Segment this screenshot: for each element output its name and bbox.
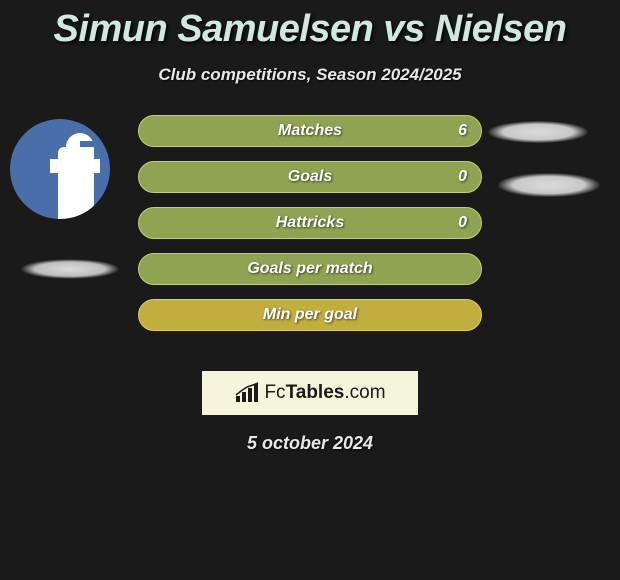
main-layout: Matches 6 Goals 0 Hattricks 0 Goals per match M… [0, 115, 620, 365]
stat-row: Matches 6 [138, 115, 482, 147]
stat-row: Goals 0 [138, 161, 482, 193]
logo-text: FcTables.com [264, 382, 385, 404]
page-title: Simun Samuelsen vs Nielsen [0, 0, 620, 51]
stat-row: Goals per match [138, 253, 482, 285]
stat-label: Goals [288, 168, 332, 186]
stat-label: Hattricks [276, 214, 344, 232]
stat-row: Min per goal [138, 299, 482, 331]
shadow-ellipse-left [20, 259, 120, 279]
stat-label: Matches [278, 122, 342, 140]
stat-row: Hattricks 0 [138, 207, 482, 239]
player-avatar-left [10, 119, 110, 219]
date-label: 5 october 2024 [0, 433, 620, 454]
shadow-ellipse-right-2 [498, 173, 600, 197]
chart-icon [234, 382, 260, 404]
stat-label: Min per goal [263, 306, 357, 324]
subtitle: Club competitions, Season 2024/2025 [0, 65, 620, 85]
stats-container: Matches 6 Goals 0 Hattricks 0 Goals per match M… [138, 115, 482, 345]
stat-label: Goals per match [247, 260, 372, 278]
shadow-ellipse-right-1 [488, 121, 588, 143]
stat-value: 6 [458, 122, 467, 140]
stat-value: 0 [458, 214, 467, 232]
fctables-logo: FcTables.com [202, 371, 418, 415]
stat-value: 0 [458, 168, 467, 186]
